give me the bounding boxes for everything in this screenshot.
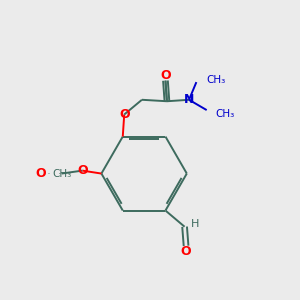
Text: CH₃: CH₃ <box>215 110 235 119</box>
Text: H: H <box>191 219 200 230</box>
Text: CH₃: CH₃ <box>207 75 226 85</box>
Text: OCH₃: OCH₃ <box>47 173 51 174</box>
Text: O: O <box>119 108 130 121</box>
Text: methoxy: methoxy <box>59 173 65 174</box>
Text: O: O <box>160 69 171 82</box>
Text: N: N <box>184 93 194 106</box>
Text: O: O <box>181 245 191 258</box>
Text: CH₃: CH₃ <box>52 169 71 178</box>
Text: O: O <box>77 164 88 177</box>
Text: O: O <box>35 167 46 180</box>
